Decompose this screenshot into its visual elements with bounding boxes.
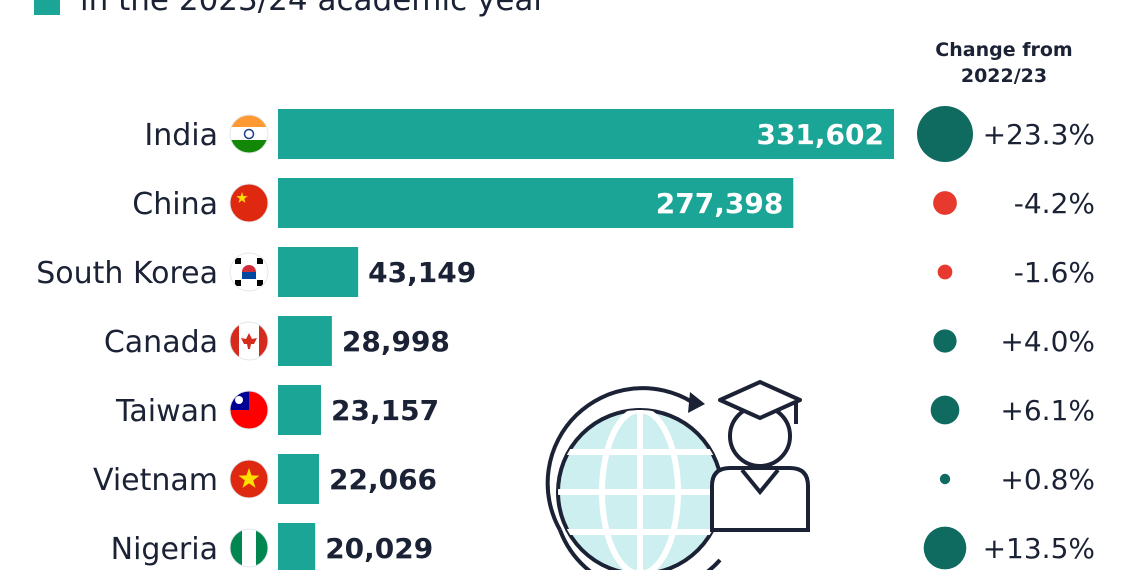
taiwan-flag-icon-ring <box>229 390 269 430</box>
india-flag-icon-ring <box>229 114 269 154</box>
china-flag-icon-ring <box>229 183 269 223</box>
country-label-vietnam: Vietnam <box>93 463 218 498</box>
india-flag-icon <box>229 114 269 154</box>
value-label-south-korea: 43,149 <box>368 256 476 289</box>
change-dot-china <box>933 191 957 215</box>
south-korea-flag-icon <box>229 252 269 292</box>
change-dot-south-korea <box>937 264 953 280</box>
canada-flag-icon-ring <box>229 321 269 361</box>
country-label-india: India <box>144 118 218 153</box>
change-column-header: Change from 2022/23 <box>886 37 1122 89</box>
legend-swatch <box>34 0 60 15</box>
value-label-canada: 28,998 <box>342 325 450 358</box>
china-flag-icon <box>229 183 269 223</box>
bar-china <box>278 178 794 228</box>
bar-south-korea <box>278 247 359 297</box>
change-label-canada: +4.0% <box>1000 325 1095 358</box>
vietnam-flag-icon <box>229 459 269 499</box>
value-label-taiwan: 23,157 <box>331 394 439 427</box>
taiwan-flag-icon <box>229 390 269 430</box>
change-dot-canada <box>933 329 957 353</box>
change-dot-india <box>917 106 973 162</box>
globe-graduate-icon <box>545 380 810 570</box>
change-label-china: -4.2% <box>1014 187 1095 220</box>
country-label-china: China <box>132 187 218 222</box>
south-korea-flag-icon-ring <box>229 252 269 292</box>
change-label-nigeria: +13.5% <box>983 532 1095 565</box>
bar-vietnam <box>278 454 319 504</box>
value-label-vietnam: 22,066 <box>329 463 437 496</box>
change-label-india: +23.3% <box>983 118 1095 151</box>
nigeria-flag-icon <box>229 528 269 568</box>
canada-flag-icon <box>229 321 269 361</box>
change-header-line-1: Change from <box>935 39 1073 61</box>
change-dot-vietnam <box>939 473 951 485</box>
bar-canada <box>278 316 332 366</box>
vietnam-flag-icon-ring <box>229 459 269 499</box>
nigeria-flag-icon-ring <box>229 528 269 568</box>
value-label-china: 277,398 <box>656 187 784 220</box>
country-label-south-korea: South Korea <box>36 256 218 291</box>
change-label-vietnam: +0.8% <box>1000 463 1095 496</box>
country-label-taiwan: Taiwan <box>115 394 218 429</box>
value-label-india: 331,602 <box>756 118 884 151</box>
change-dot-nigeria <box>923 526 967 570</box>
country-label-nigeria: Nigeria <box>111 532 218 567</box>
change-header-line-2: 2022/23 <box>960 65 1048 87</box>
country-label-canada: Canada <box>104 325 218 360</box>
bar-nigeria <box>278 523 316 570</box>
bar-india <box>278 109 894 159</box>
change-label-south-korea: -1.6% <box>1014 256 1095 289</box>
bar-taiwan <box>278 385 322 435</box>
chart-subtitle: in the 2023/24 academic year <box>80 0 547 18</box>
change-dot-taiwan <box>930 395 960 425</box>
change-label-taiwan: +6.1% <box>1000 394 1095 427</box>
value-label-nigeria: 20,029 <box>325 532 433 565</box>
